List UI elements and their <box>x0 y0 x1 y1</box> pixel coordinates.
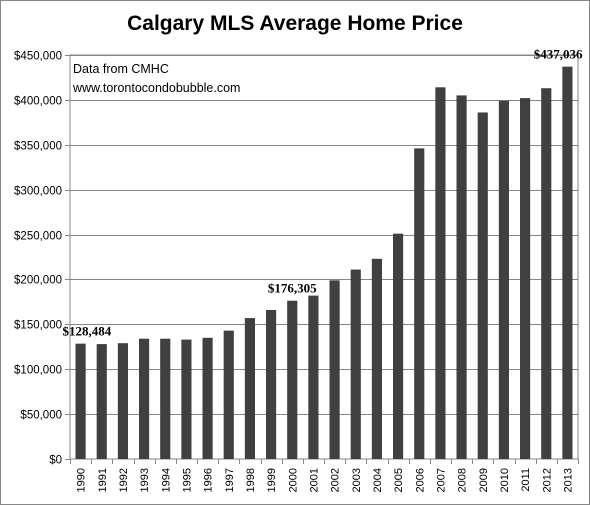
x-tick-label: 2003 <box>351 468 363 492</box>
y-tick-label: $350,000 <box>14 141 62 153</box>
bar-2007 <box>435 87 446 459</box>
bar-2008 <box>456 95 467 460</box>
data-label-2000: $176,305 <box>268 281 317 296</box>
x-tick-label: 2005 <box>393 468 405 492</box>
data-label-1990: $128,484 <box>63 324 112 339</box>
bar-1997 <box>223 330 234 459</box>
x-tick-label: 1997 <box>224 468 236 492</box>
y-tick-label: $200,000 <box>14 275 62 287</box>
bar-2000 <box>287 300 298 459</box>
bar-1998 <box>244 318 255 459</box>
bar-1992 <box>117 343 128 459</box>
x-tick-label: 1996 <box>203 468 215 492</box>
y-tick-label: $300,000 <box>14 186 62 198</box>
x-tick-label: 2006 <box>414 468 426 492</box>
y-tick-label: $400,000 <box>14 96 62 108</box>
y-tick-label: $50,000 <box>20 410 62 422</box>
y-tick-label: $100,000 <box>14 365 62 377</box>
bar-2010 <box>498 100 509 459</box>
y-tick-label: $450,000 <box>14 51 62 63</box>
bar-2012 <box>541 88 552 460</box>
y-tick-label: $150,000 <box>14 320 62 332</box>
bar-2004 <box>371 258 382 459</box>
bar-1996 <box>202 337 213 459</box>
annotation-website: www.torontocondobubble.com <box>72 81 240 95</box>
y-tick-label: $250,000 <box>14 231 62 243</box>
x-tick-label: 2007 <box>435 468 447 492</box>
x-tick-label: 2009 <box>478 468 490 492</box>
bar-1995 <box>181 339 192 459</box>
x-tick-label: 2001 <box>308 468 320 492</box>
bar-2002 <box>329 280 340 459</box>
x-tick-label: 2011 <box>520 468 532 492</box>
bar-1999 <box>266 309 277 459</box>
bar-2011 <box>520 98 531 460</box>
bar-2006 <box>414 148 425 459</box>
chart-title: Calgary MLS Average Home Price <box>127 12 463 35</box>
x-tick-label: 1992 <box>118 468 130 492</box>
x-tick-label: 1991 <box>97 468 109 492</box>
bar-2001 <box>308 295 319 459</box>
data-label-2013: $437,036 <box>534 47 583 62</box>
x-tick-label: 1990 <box>76 468 88 492</box>
x-tick-label: 2000 <box>287 468 299 492</box>
y-tick-label: $0 <box>49 455 62 467</box>
bar-1991 <box>96 344 107 459</box>
x-tick-label: 1993 <box>139 468 151 492</box>
bar-2009 <box>477 112 488 460</box>
x-tick-label: 2010 <box>499 468 511 492</box>
x-tick-label: 1999 <box>266 468 278 492</box>
x-tick-label: 2004 <box>372 468 384 492</box>
bar-2003 <box>350 269 361 459</box>
x-tick-label: 1994 <box>160 468 172 492</box>
bar-1994 <box>160 338 171 459</box>
x-tick-label: 2008 <box>457 468 469 492</box>
annotation-source: Data from CMHC <box>73 62 169 76</box>
bar-1993 <box>139 338 150 459</box>
x-tick-label: 1995 <box>181 468 193 492</box>
bar-2013 <box>562 66 573 459</box>
x-tick-label: 2012 <box>541 468 553 492</box>
bar-2005 <box>393 233 404 459</box>
labels: $128,484 $176,305 $437,036 <box>63 47 583 339</box>
x-tick-label: 2013 <box>562 468 574 492</box>
x-tick-label: 1998 <box>245 468 257 492</box>
bars <box>75 66 573 460</box>
x-tick-label: 2002 <box>330 468 342 492</box>
axes: $0 $50,000 $100,000 $150,000 $200,000 $250,00… <box>14 51 579 492</box>
gridlines <box>69 54 579 460</box>
bar-1990 <box>75 343 86 459</box>
